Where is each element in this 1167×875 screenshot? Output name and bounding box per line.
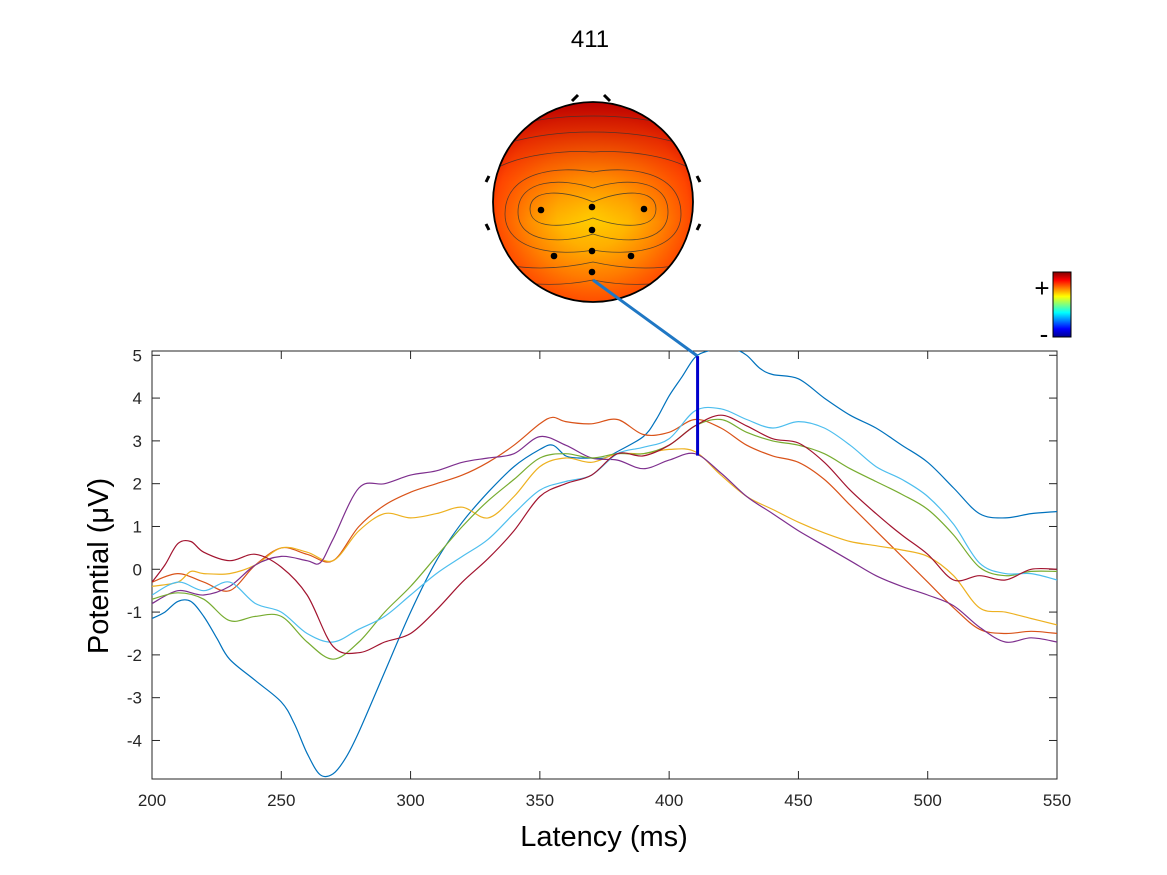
x-tick-labels: 200 250 300 350 400 450 500 550 [138, 791, 1071, 810]
x-tick-label: 250 [267, 791, 295, 810]
electrode-dot [640, 205, 648, 213]
x-tick-label: 450 [784, 791, 812, 810]
head-connector-line [592, 278, 699, 358]
ear-right-lower-mark [695, 223, 702, 231]
colorbar-plus-label: + [1034, 273, 1049, 303]
plot-axes-box [151, 350, 1058, 780]
series-line [152, 448, 1057, 626]
y-tick-label: 2 [133, 475, 142, 494]
series-line [152, 416, 1057, 635]
y-tick-label: 3 [133, 432, 142, 451]
colorbar-gradient [1052, 271, 1072, 338]
chart-title: 411 [571, 26, 609, 53]
ear-right-upper-mark [695, 175, 702, 183]
ear-left-upper-mark [484, 175, 491, 183]
colorbar-minus-label: - [1040, 319, 1049, 349]
series-lines [152, 351, 1057, 778]
y-tick-label: -1 [127, 603, 142, 622]
y-tick-label: -2 [127, 646, 142, 665]
electrode-dot [588, 247, 596, 255]
y-tick-labels: -4 -3 -2 -1 0 1 2 3 4 5 [127, 346, 142, 750]
electrode-dot [588, 203, 596, 211]
electrode-dot [627, 252, 635, 260]
x-tick-label: 200 [138, 791, 166, 810]
electrode-dot [537, 206, 545, 214]
x-tick-label: 400 [655, 791, 683, 810]
x-axis-label: Latency (ms) [520, 821, 688, 853]
y-tick-label: -4 [127, 731, 142, 750]
axis-ticks [151, 351, 1058, 779]
x-tick-label: 500 [914, 791, 942, 810]
y-tick-label: 5 [133, 346, 142, 365]
series-line [152, 351, 1057, 778]
x-tick-label: 350 [526, 791, 554, 810]
y-axis-label: Potential (μV) [83, 478, 115, 654]
nose-left-mark [570, 93, 580, 103]
y-tick-label: 1 [133, 517, 142, 536]
nose-right-mark [602, 93, 612, 103]
series-line [152, 414, 1057, 655]
electrode-dots [537, 203, 648, 276]
y-tick-label: 4 [133, 389, 142, 408]
electrode-dot [550, 252, 558, 260]
series-line [152, 418, 1057, 660]
y-tick-label: 0 [133, 560, 142, 579]
x-tick-label: 550 [1043, 791, 1071, 810]
electrode-dot [588, 226, 596, 234]
topographic-head-map [484, 93, 702, 303]
y-tick-label: -3 [127, 689, 142, 708]
colorbar: + - [1034, 271, 1072, 349]
electrode-dot [588, 268, 596, 276]
ear-left-lower-mark [484, 223, 491, 231]
head-outline [492, 101, 694, 303]
x-tick-label: 300 [396, 791, 424, 810]
